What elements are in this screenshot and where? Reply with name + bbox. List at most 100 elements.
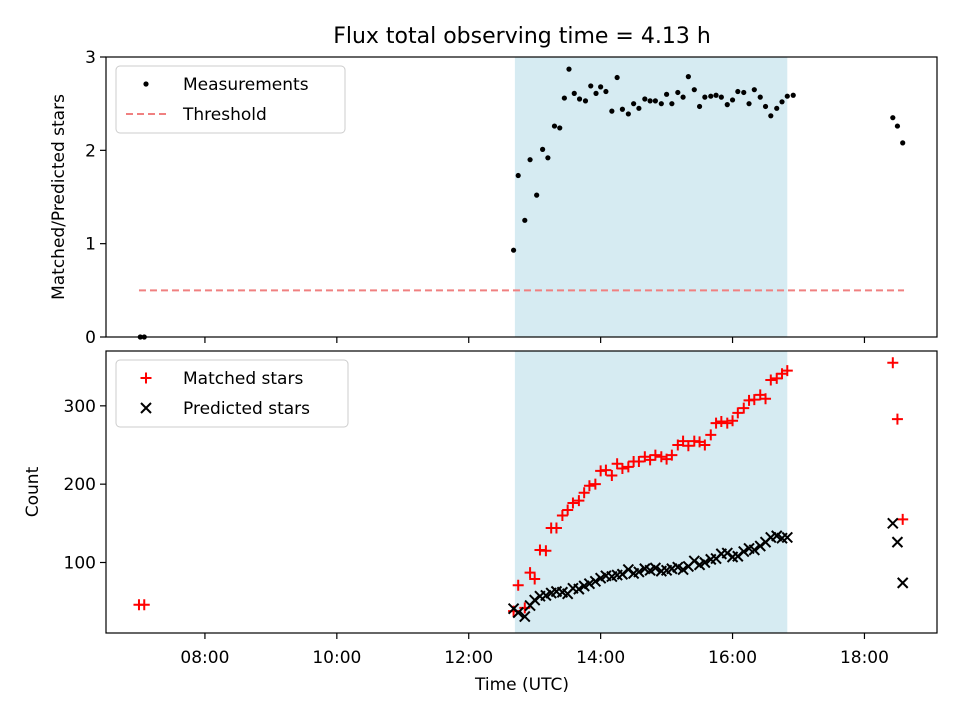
data-point [738,402,750,414]
data-point [691,87,697,93]
data-point [900,140,906,146]
data-point [887,357,899,369]
data-point [741,89,747,96]
x-tick-label: 10:00 [312,648,361,668]
data-point [551,123,558,129]
data-point [561,95,567,101]
legend-swatch [143,81,149,87]
x-tick-label: 16:00 [708,648,757,668]
data-point [557,125,563,131]
data-point [790,92,796,98]
data-point [677,563,689,576]
data-point [696,103,703,110]
data-point [897,513,909,525]
data-point [699,556,711,569]
data-point [891,413,903,425]
data-point [576,96,583,102]
data-point [583,480,595,492]
data-point [718,94,724,100]
y-tick-label: 0 [85,328,96,348]
legend-box [115,359,349,428]
data-point [675,89,681,96]
y-tick-label: 100 [64,554,96,574]
legend-box [115,65,346,134]
data-point [619,106,626,112]
data-point [550,522,562,534]
data-point [894,123,901,129]
data-point [710,417,722,429]
data-point [735,88,741,95]
data-point [724,102,730,108]
data-point [583,577,596,590]
data-point [522,217,528,223]
data-point [647,98,653,104]
y-tick-label: 1 [85,235,96,255]
data-point [593,90,599,96]
data-point [562,504,574,516]
data-point [603,88,609,95]
data-point [757,94,763,100]
data-point [713,92,719,98]
data-point [598,84,604,90]
data-point [515,172,521,179]
data-point [685,74,691,80]
data-point [571,90,577,96]
data-point [738,545,750,558]
legend-label: Measurements [183,75,309,95]
data-point [762,103,769,110]
data-point [727,415,739,427]
legend-swatch [140,402,152,414]
data-point [669,101,675,107]
x-axis-label: Time (UTC) [474,675,569,695]
data-point [524,567,536,579]
y-axis-label-top: Matched/Predicted stars [49,94,69,300]
chart-title: Flux total observing time = 4.13 h [333,24,711,49]
data-point [138,599,150,611]
data-point [600,464,612,476]
data-point [784,93,790,99]
data-point [540,545,552,557]
data-point [708,93,714,99]
data-point [666,449,678,461]
axes-frame [105,350,938,634]
data-point [556,510,568,521]
data-point [588,83,594,89]
data-point [582,98,589,104]
data-point [649,562,662,574]
data-point [781,365,793,377]
data-point [614,74,620,81]
data-point [540,146,546,152]
data-point [510,247,517,253]
data-point [677,435,689,447]
data-point [529,573,541,585]
data-point [663,91,670,97]
y-tick-label: 200 [64,475,96,495]
plot-panel-bottom: 100 200 300 08:00 10:00 12:00 14:00 16:00 18:00 M… [64,350,938,668]
data-point [699,439,711,451]
data-point [732,407,744,419]
data-point [774,105,780,111]
legend-label: Threshold [182,105,267,125]
x-tick-label: 08:00 [180,648,229,668]
data-point [512,579,524,591]
data-point [573,583,585,595]
data-point [781,531,793,544]
data-point [702,94,708,100]
legend-label: Matched stars [183,369,303,389]
data-point [705,429,717,441]
data-point [729,97,736,103]
data-point [519,610,531,623]
plot-panel-top: 0 1 2 3 Measurements Threshold [85,48,938,348]
y-tick-label: 300 [64,397,96,417]
data-point [891,536,904,548]
y-axis-label-bottom: Count [23,466,43,517]
legend-label: Predicted stars [183,399,310,419]
data-point [649,449,661,461]
legend: Measurements Threshold [115,65,346,134]
data-point [545,155,551,161]
data-point [771,372,783,384]
data-point [652,98,658,104]
x-tick-label: 18:00 [840,648,889,668]
x-tick-label: 12:00 [444,648,493,668]
